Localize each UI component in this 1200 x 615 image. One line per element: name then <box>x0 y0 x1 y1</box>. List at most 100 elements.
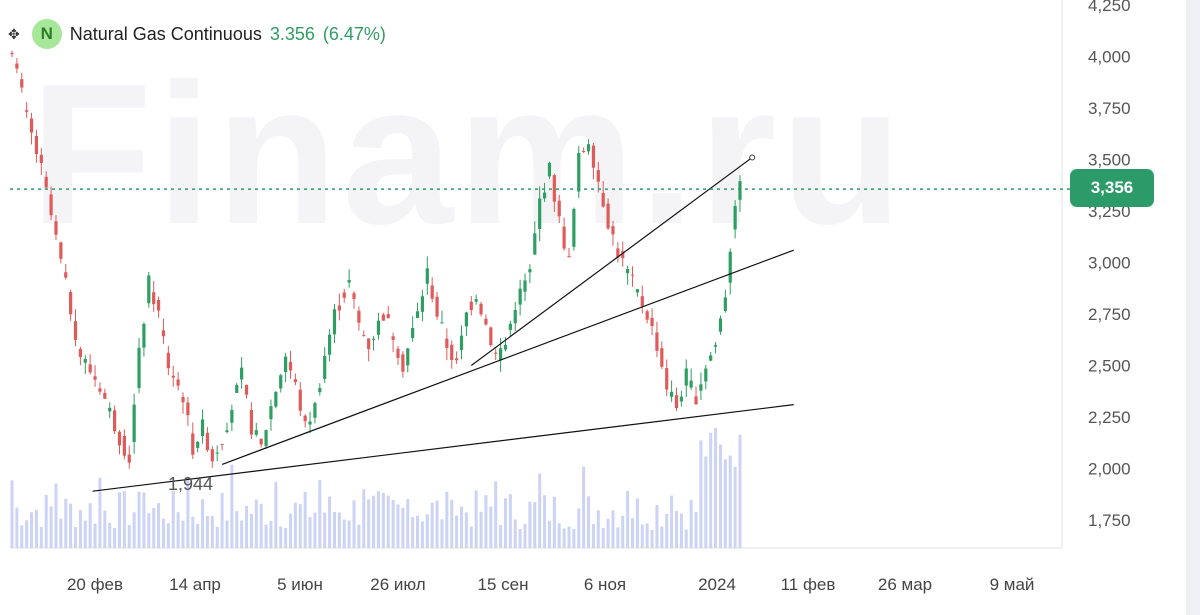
candle-body <box>630 274 635 276</box>
candle-body <box>640 296 644 307</box>
volume-bar <box>547 520 551 548</box>
volume-bar <box>406 499 410 548</box>
candle-body <box>10 53 14 55</box>
volume-bar <box>425 514 429 548</box>
candle-body <box>298 389 302 411</box>
candle-body <box>479 303 483 315</box>
volume-bar <box>64 498 68 548</box>
candle-body <box>391 336 395 340</box>
volume-bar <box>562 528 566 548</box>
candle-body <box>39 154 43 163</box>
x-tick-label: 20 фев <box>67 575 123 594</box>
volume-bar <box>528 501 532 548</box>
candle-body <box>606 203 610 229</box>
volume-bar <box>264 524 268 548</box>
candle-body <box>552 175 556 202</box>
volume-bar <box>293 502 297 548</box>
candle-body <box>684 368 688 386</box>
candle-body <box>396 348 400 358</box>
x-tick-label: 5 июн <box>277 575 323 594</box>
candle-body <box>450 344 454 360</box>
candle-body <box>709 355 713 361</box>
volume-bar <box>582 466 586 548</box>
volume-bar <box>215 526 219 548</box>
volume-bar <box>733 466 737 548</box>
candle-body <box>362 335 366 337</box>
candle-body <box>308 421 312 425</box>
candle-body <box>156 299 161 311</box>
volume-bar <box>508 494 512 548</box>
candle-body <box>689 380 693 388</box>
y-tick-label: 2,500 <box>1088 357 1131 376</box>
trend-line-handle[interactable] <box>749 154 756 161</box>
crosshair-icon[interactable]: ✥ <box>8 25 20 42</box>
volume-bar <box>313 512 317 548</box>
volume-bar <box>103 510 107 548</box>
candle-body <box>508 323 512 330</box>
candle-body <box>645 311 649 320</box>
trend-line[interactable] <box>92 404 794 492</box>
trend-line[interactable] <box>221 249 794 465</box>
volume-bar <box>430 502 434 548</box>
volume-bar <box>191 516 195 548</box>
candle-body <box>313 402 317 418</box>
candle-body <box>406 348 410 366</box>
volume-bar <box>660 526 664 548</box>
volume-bar <box>670 495 674 548</box>
volume-bar <box>357 524 361 548</box>
candle-body <box>484 318 488 325</box>
volume-bar <box>352 500 356 548</box>
price-change: (6.47%) <box>322 23 386 44</box>
candle-body <box>186 402 190 416</box>
candle-body <box>601 193 605 207</box>
volume-bar <box>694 511 698 548</box>
candle-body <box>293 379 297 383</box>
volume-bar <box>254 499 258 548</box>
candle-body <box>69 292 73 315</box>
volume-bar <box>78 510 82 548</box>
candle-body <box>44 176 48 188</box>
trend-line[interactable] <box>470 156 753 366</box>
candle-body <box>342 292 346 298</box>
candle-body <box>562 226 566 249</box>
candle-body <box>459 335 464 351</box>
volume-bar <box>230 464 234 548</box>
candle-body <box>54 221 58 235</box>
candle-body <box>64 272 68 278</box>
volume-bar <box>464 512 468 548</box>
volume-bar <box>127 525 131 548</box>
volume-bar <box>411 517 415 548</box>
candle-body <box>367 338 371 350</box>
candle-body <box>225 430 229 433</box>
volume-bar <box>288 513 292 548</box>
volume-bar <box>181 520 185 548</box>
candle-body <box>127 454 131 463</box>
volume-bar <box>49 506 53 548</box>
volume-bar <box>347 520 351 548</box>
candle-body <box>142 323 146 348</box>
candle-body <box>337 305 341 311</box>
candle-body <box>621 251 625 259</box>
candle-body <box>494 352 498 354</box>
volume-bar <box>552 496 556 548</box>
candle-body <box>435 296 439 317</box>
candle-body <box>694 396 698 405</box>
candle-body <box>425 268 429 284</box>
candle-body <box>538 198 542 229</box>
candle-body <box>489 327 493 346</box>
candle-body <box>469 301 473 311</box>
volume-bar <box>279 526 283 548</box>
volume-bar <box>616 527 620 548</box>
candle-body <box>430 285 434 299</box>
volume-bar <box>176 512 180 548</box>
candle-body <box>582 151 586 153</box>
right-scroll-edge[interactable] <box>1186 0 1200 615</box>
candle-body <box>381 314 385 321</box>
volume-bar <box>469 526 473 548</box>
volume-bar <box>489 506 493 548</box>
volume-bar <box>503 498 507 548</box>
instrument-name: Natural Gas Continuous <box>69 23 262 44</box>
volume-bar <box>323 512 327 548</box>
